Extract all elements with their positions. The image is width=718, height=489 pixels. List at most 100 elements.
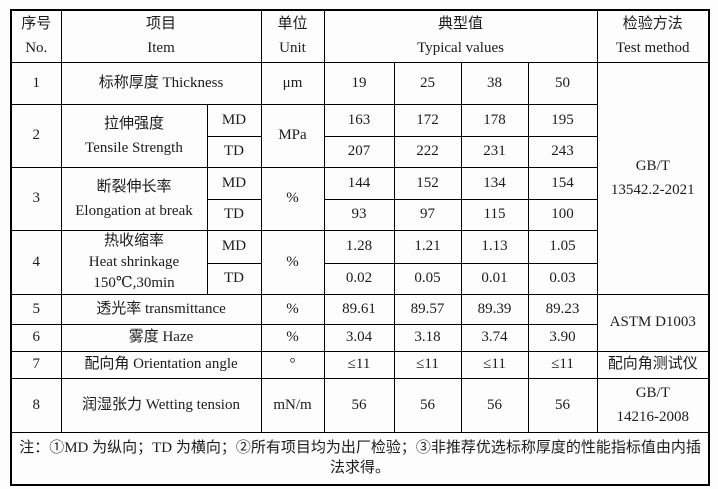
item-label-en: Elongation at break bbox=[75, 202, 193, 219]
value-cell: 243 bbox=[527, 135, 598, 168]
header-no-en: No. bbox=[25, 40, 48, 57]
value-cell: 3.74 bbox=[460, 323, 529, 352]
item-label-zh: 断裂伸长率 bbox=[96, 178, 172, 195]
value-cell: 1.28 bbox=[323, 229, 395, 264]
value-cell: 56 bbox=[527, 377, 598, 433]
value-cell: 25 bbox=[393, 61, 462, 105]
item-label: 断裂伸长率 Elongation at break bbox=[60, 166, 208, 231]
value-cell: 0.03 bbox=[527, 262, 598, 295]
row-wetting-tension: 8 润湿张力 Wetting tension mN/m 56 56 56 56 … bbox=[10, 377, 710, 433]
value-cell: 1.13 bbox=[460, 229, 529, 264]
value-cell: 56 bbox=[393, 377, 462, 433]
header-typical: 典型值 Typical values bbox=[323, 9, 598, 63]
value-cell: 1.05 bbox=[527, 229, 598, 264]
value-cell: 3.90 bbox=[527, 323, 598, 352]
direction-label-md: MD bbox=[206, 103, 262, 137]
header-unit-en: Unit bbox=[279, 40, 306, 57]
test-method-cell: GB/T 13542.2-2021 bbox=[596, 61, 710, 295]
test-method-line: 13542.2-2021 bbox=[610, 182, 695, 198]
row-orientation-angle: 7 配向角 Orientation angle ° ≤11 ≤11 ≤11 ≤1… bbox=[10, 350, 710, 379]
row-no: 2 bbox=[10, 103, 62, 168]
value-cell: 56 bbox=[460, 377, 529, 433]
header-method-en: Test method bbox=[616, 40, 690, 57]
test-method-line: GB/T bbox=[635, 158, 670, 174]
row-no: 1 bbox=[10, 61, 62, 105]
row-no: 5 bbox=[10, 293, 62, 325]
item-label-en: Heat shrinkage bbox=[88, 253, 180, 270]
value-cell: 89.61 bbox=[323, 293, 395, 325]
header-no-zh: 序号 bbox=[21, 16, 52, 33]
row-thickness: 1 标称厚度 Thickness μm 19 25 38 50 GB/T 135… bbox=[10, 61, 710, 295]
value-cell: 89.57 bbox=[393, 293, 462, 325]
direction-label-td: TD bbox=[206, 135, 262, 168]
unit-cell: % bbox=[260, 229, 325, 295]
unit-cell: % bbox=[260, 166, 325, 231]
unit-cell: % bbox=[260, 323, 325, 352]
row-no: 3 bbox=[10, 166, 62, 231]
note-row: 注：①MD 为纵向；TD 为横向；②所有项目均为出厂检验；③非推荐优选标称厚度的… bbox=[10, 431, 710, 486]
unit-cell: ° bbox=[260, 350, 325, 379]
header-row: 序号 No. 项目 Item 单位 Unit 典型值 Typical value… bbox=[10, 9, 710, 63]
row-elongation-td: TD 93 97 115 100 bbox=[11, 198, 709, 231]
row-no: 4 bbox=[10, 229, 62, 295]
value-cell: 0.01 bbox=[460, 262, 529, 295]
value-cell: 144 bbox=[323, 166, 395, 200]
item-label: 透光率 transmittance bbox=[60, 293, 262, 325]
value-cell: 3.18 bbox=[393, 323, 462, 352]
value-cell: 231 bbox=[460, 135, 529, 168]
unit-cell: mN/m bbox=[260, 377, 325, 433]
value-cell: 134 bbox=[460, 166, 529, 200]
row-no: 7 bbox=[10, 350, 62, 379]
value-cell: 50 bbox=[527, 61, 598, 105]
value-cell: 100 bbox=[527, 198, 598, 231]
value-cell: 0.02 bbox=[323, 262, 395, 295]
value-cell: 97 bbox=[393, 198, 462, 231]
value-cell: 19 bbox=[323, 61, 395, 105]
test-method-line: 14216-2008 bbox=[616, 409, 690, 425]
value-cell: 154 bbox=[527, 166, 598, 200]
direction-label-md: MD bbox=[206, 229, 262, 264]
header-method-zh: 检验方法 bbox=[622, 16, 683, 33]
row-tensile-td: TD 207 222 231 243 bbox=[11, 135, 709, 168]
test-method-cell: GB/T 14216-2008 bbox=[596, 377, 710, 433]
value-cell: 152 bbox=[393, 166, 462, 200]
value-cell: 3.04 bbox=[323, 323, 395, 352]
row-shrinkage-md: 4 热收缩率 Heat shrinkage 150℃,30min MD % 1.… bbox=[10, 229, 709, 295]
value-cell: ≤11 bbox=[393, 350, 462, 379]
value-cell: 0.05 bbox=[393, 262, 462, 295]
header-unit-zh: 单位 bbox=[277, 16, 308, 33]
header-no: 序号 No. bbox=[10, 9, 62, 63]
item-label: 热收缩率 Heat shrinkage 150℃,30min bbox=[60, 229, 208, 295]
item-label-zh: 拉伸强度 bbox=[103, 115, 164, 132]
item-label: 标称厚度 Thickness bbox=[60, 61, 262, 105]
item-label-zh: 热收缩率 bbox=[103, 232, 164, 249]
row-no: 6 bbox=[10, 323, 62, 352]
value-cell: ≤11 bbox=[460, 350, 529, 379]
header-typical-en: Typical values bbox=[417, 40, 504, 57]
value-cell: 89.39 bbox=[460, 293, 529, 325]
item-label: 拉伸强度 Tensile Strength bbox=[60, 103, 208, 168]
value-cell: 56 bbox=[323, 377, 395, 433]
item-label: 润湿张力 Wetting tension bbox=[60, 377, 262, 433]
unit-cell: MPa bbox=[260, 103, 325, 168]
value-cell: 89.23 bbox=[527, 293, 598, 325]
value-cell: 1.21 bbox=[393, 229, 462, 264]
row-transmittance: 5 透光率 transmittance % 89.61 89.57 89.39 … bbox=[10, 293, 710, 352]
header-typical-zh: 典型值 bbox=[438, 16, 484, 33]
value-cell: 163 bbox=[323, 103, 395, 137]
direction-label-md: MD bbox=[206, 166, 262, 200]
value-cell: 38 bbox=[460, 61, 529, 105]
test-method-cell: ASTM D1003 bbox=[596, 293, 710, 352]
value-cell: ≤11 bbox=[527, 350, 598, 379]
test-method-cell: 配向角测试仪 bbox=[596, 350, 710, 379]
value-cell: 178 bbox=[460, 103, 529, 137]
value-cell: 207 bbox=[323, 135, 395, 168]
spec-table: 序号 No. 项目 Item 单位 Unit 典型值 Typical value… bbox=[10, 9, 711, 486]
value-cell: 115 bbox=[460, 198, 529, 231]
value-cell: 222 bbox=[393, 135, 462, 168]
header-item-en: Item bbox=[147, 40, 175, 57]
unit-cell: μm bbox=[260, 61, 325, 105]
unit-cell: % bbox=[260, 293, 325, 325]
note-cell: 注：①MD 为纵向；TD 为横向；②所有项目均为出厂检验；③非推荐优选标称厚度的… bbox=[10, 431, 710, 486]
